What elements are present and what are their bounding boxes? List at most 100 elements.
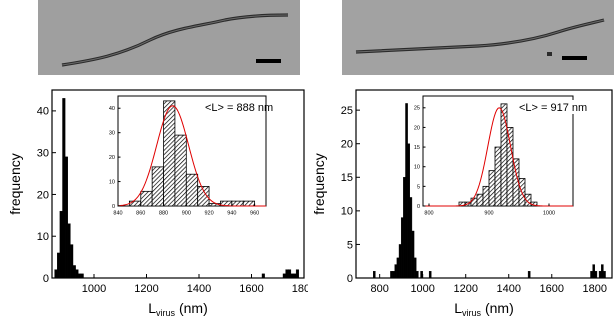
inset-y-tick-label: 10	[414, 165, 420, 171]
inset-x-tick-label: 940	[227, 211, 236, 217]
inset-axes-right: 800 900 1000 0 5 10 15 20 25	[414, 106, 555, 217]
main-bar	[75, 269, 79, 279]
inset-y-tick-label: 30	[109, 131, 115, 137]
inset-bar	[140, 190, 153, 207]
inset-bar	[151, 166, 164, 207]
main-bar	[601, 264, 604, 279]
main-bar	[403, 177, 406, 279]
main-bar	[288, 269, 292, 279]
main-y-tick-label: 30	[37, 148, 49, 160]
inset-gaussian-fit-left	[117, 105, 266, 207]
main-bar	[67, 223, 71, 279]
inset-bar	[197, 186, 210, 207]
micrograph-shade-right	[342, 0, 614, 75]
main-x-tick-label: 1400	[187, 283, 211, 295]
main-x-tick-label: 1600	[540, 283, 564, 295]
main-x-tick-label: 1800	[292, 283, 308, 295]
right-panel: 800 1000 1200 1400 1600 1800 0 5 10 15 20 25 freque…	[308, 0, 616, 320]
micrograph-right	[342, 0, 614, 75]
inset-bar	[231, 200, 244, 207]
inset-bar	[494, 146, 502, 207]
inset-x-tick-label: 920	[204, 211, 213, 217]
inset-bar	[524, 193, 532, 207]
virus-filament-core-right	[355, 19, 605, 53]
right-figure: 800 1000 1200 1400 1600 1800 0 5 10 15 20 25 freque…	[311, 0, 614, 318]
inset-y-tick-label: 40	[109, 106, 115, 112]
main-bar	[405, 103, 408, 279]
main-bar	[396, 257, 400, 279]
main-x-tick-label: 800	[370, 283, 388, 295]
inset-bar	[242, 200, 256, 207]
inset-bars-left	[128, 100, 256, 207]
main-bar	[78, 273, 82, 279]
main-x-tick-label: 1200	[134, 283, 158, 295]
debris-particle-right	[547, 52, 552, 56]
main-bar	[373, 271, 376, 279]
scale-bar-right	[562, 56, 587, 60]
main-y-tick-label: 10	[341, 206, 353, 218]
x-axis-title-left: Lvirus (nm)	[148, 300, 207, 318]
inset-bar	[488, 170, 496, 207]
main-bar	[409, 197, 413, 279]
main-x-tick-label: 1400	[496, 283, 520, 295]
main-bar	[72, 265, 76, 279]
main-y-tick-label: 5	[347, 239, 353, 251]
scale-bar-left	[256, 59, 281, 63]
main-y-tick-label: 20	[341, 139, 353, 151]
main-axes-right: 800 1000 1200 1400 1600 1800 0 5 10 15 20 25	[341, 105, 607, 295]
mean-annotation-left: <L> = 888 nm	[205, 102, 273, 114]
inset-bar	[470, 197, 478, 207]
main-bar	[295, 269, 299, 279]
main-bar	[290, 273, 294, 279]
main-bar	[293, 273, 297, 279]
main-bars-left	[54, 98, 299, 279]
main-y-tick-label: 20	[37, 189, 49, 201]
inset-y-tick-label: 25	[414, 106, 420, 112]
inset-bar	[174, 134, 187, 207]
main-x-tick-label: 1600	[239, 283, 263, 295]
inset-x-tick-label: 1000	[543, 211, 555, 217]
main-x-tick-label: 1000	[410, 283, 434, 295]
main-y-tick-label: 10	[37, 231, 49, 243]
left-panel: 10001200140016001800010203040 frequency …	[7, 0, 308, 318]
inset-y-tick-label: 20	[109, 155, 115, 161]
inset-x-tick-label: 960	[250, 211, 259, 217]
inset-bar	[476, 193, 484, 207]
main-bar	[62, 98, 66, 279]
main-bar	[59, 210, 63, 279]
plot-frame-left	[51, 89, 305, 279]
inset-gaussian-fit-right	[423, 107, 573, 207]
main-bar	[394, 264, 398, 279]
main-bar	[70, 244, 74, 279]
main-x-tick-label: 1000	[82, 283, 106, 295]
virus-filament-core-left	[61, 14, 289, 66]
main-x-tick-label: 1200	[453, 283, 477, 295]
inset-x-tick-label: 800	[424, 211, 433, 217]
inset-bar	[500, 103, 508, 207]
main-y-tick-label: 15	[341, 172, 353, 184]
inset-y-tick-label: 15	[414, 145, 420, 151]
main-x-tick-label: 1800	[583, 283, 607, 295]
main-bar	[603, 271, 606, 279]
y-axis-title-right: frequency	[311, 153, 327, 214]
inset-x-tick-label: 900	[484, 211, 493, 217]
inset-axes-left: 840 860 880 900 920 940 960 0 10 20 30 40	[109, 106, 259, 216]
main-bar	[590, 271, 593, 279]
inset-y-tick-label: 0	[112, 204, 115, 210]
main-bar	[57, 252, 61, 279]
main-y-tick-label: 25	[341, 105, 353, 117]
inset-bar	[482, 185, 490, 207]
main-bar	[527, 271, 531, 279]
main-bar	[598, 271, 602, 279]
inset-y-tick-label: 0	[417, 204, 420, 210]
main-bar	[64, 156, 68, 279]
main-bar	[428, 271, 432, 279]
x-axis-title-right: Lvirus (nm)	[454, 300, 513, 318]
inset-x-tick-label: 860	[136, 211, 145, 217]
annotation-bg-left	[203, 100, 263, 114]
main-bar	[411, 230, 415, 279]
main-bar	[80, 273, 84, 279]
main-bar	[54, 269, 58, 279]
inset-x-tick-label: 840	[113, 211, 122, 217]
mean-annotation-right: <L> = 917 nm	[519, 102, 587, 114]
